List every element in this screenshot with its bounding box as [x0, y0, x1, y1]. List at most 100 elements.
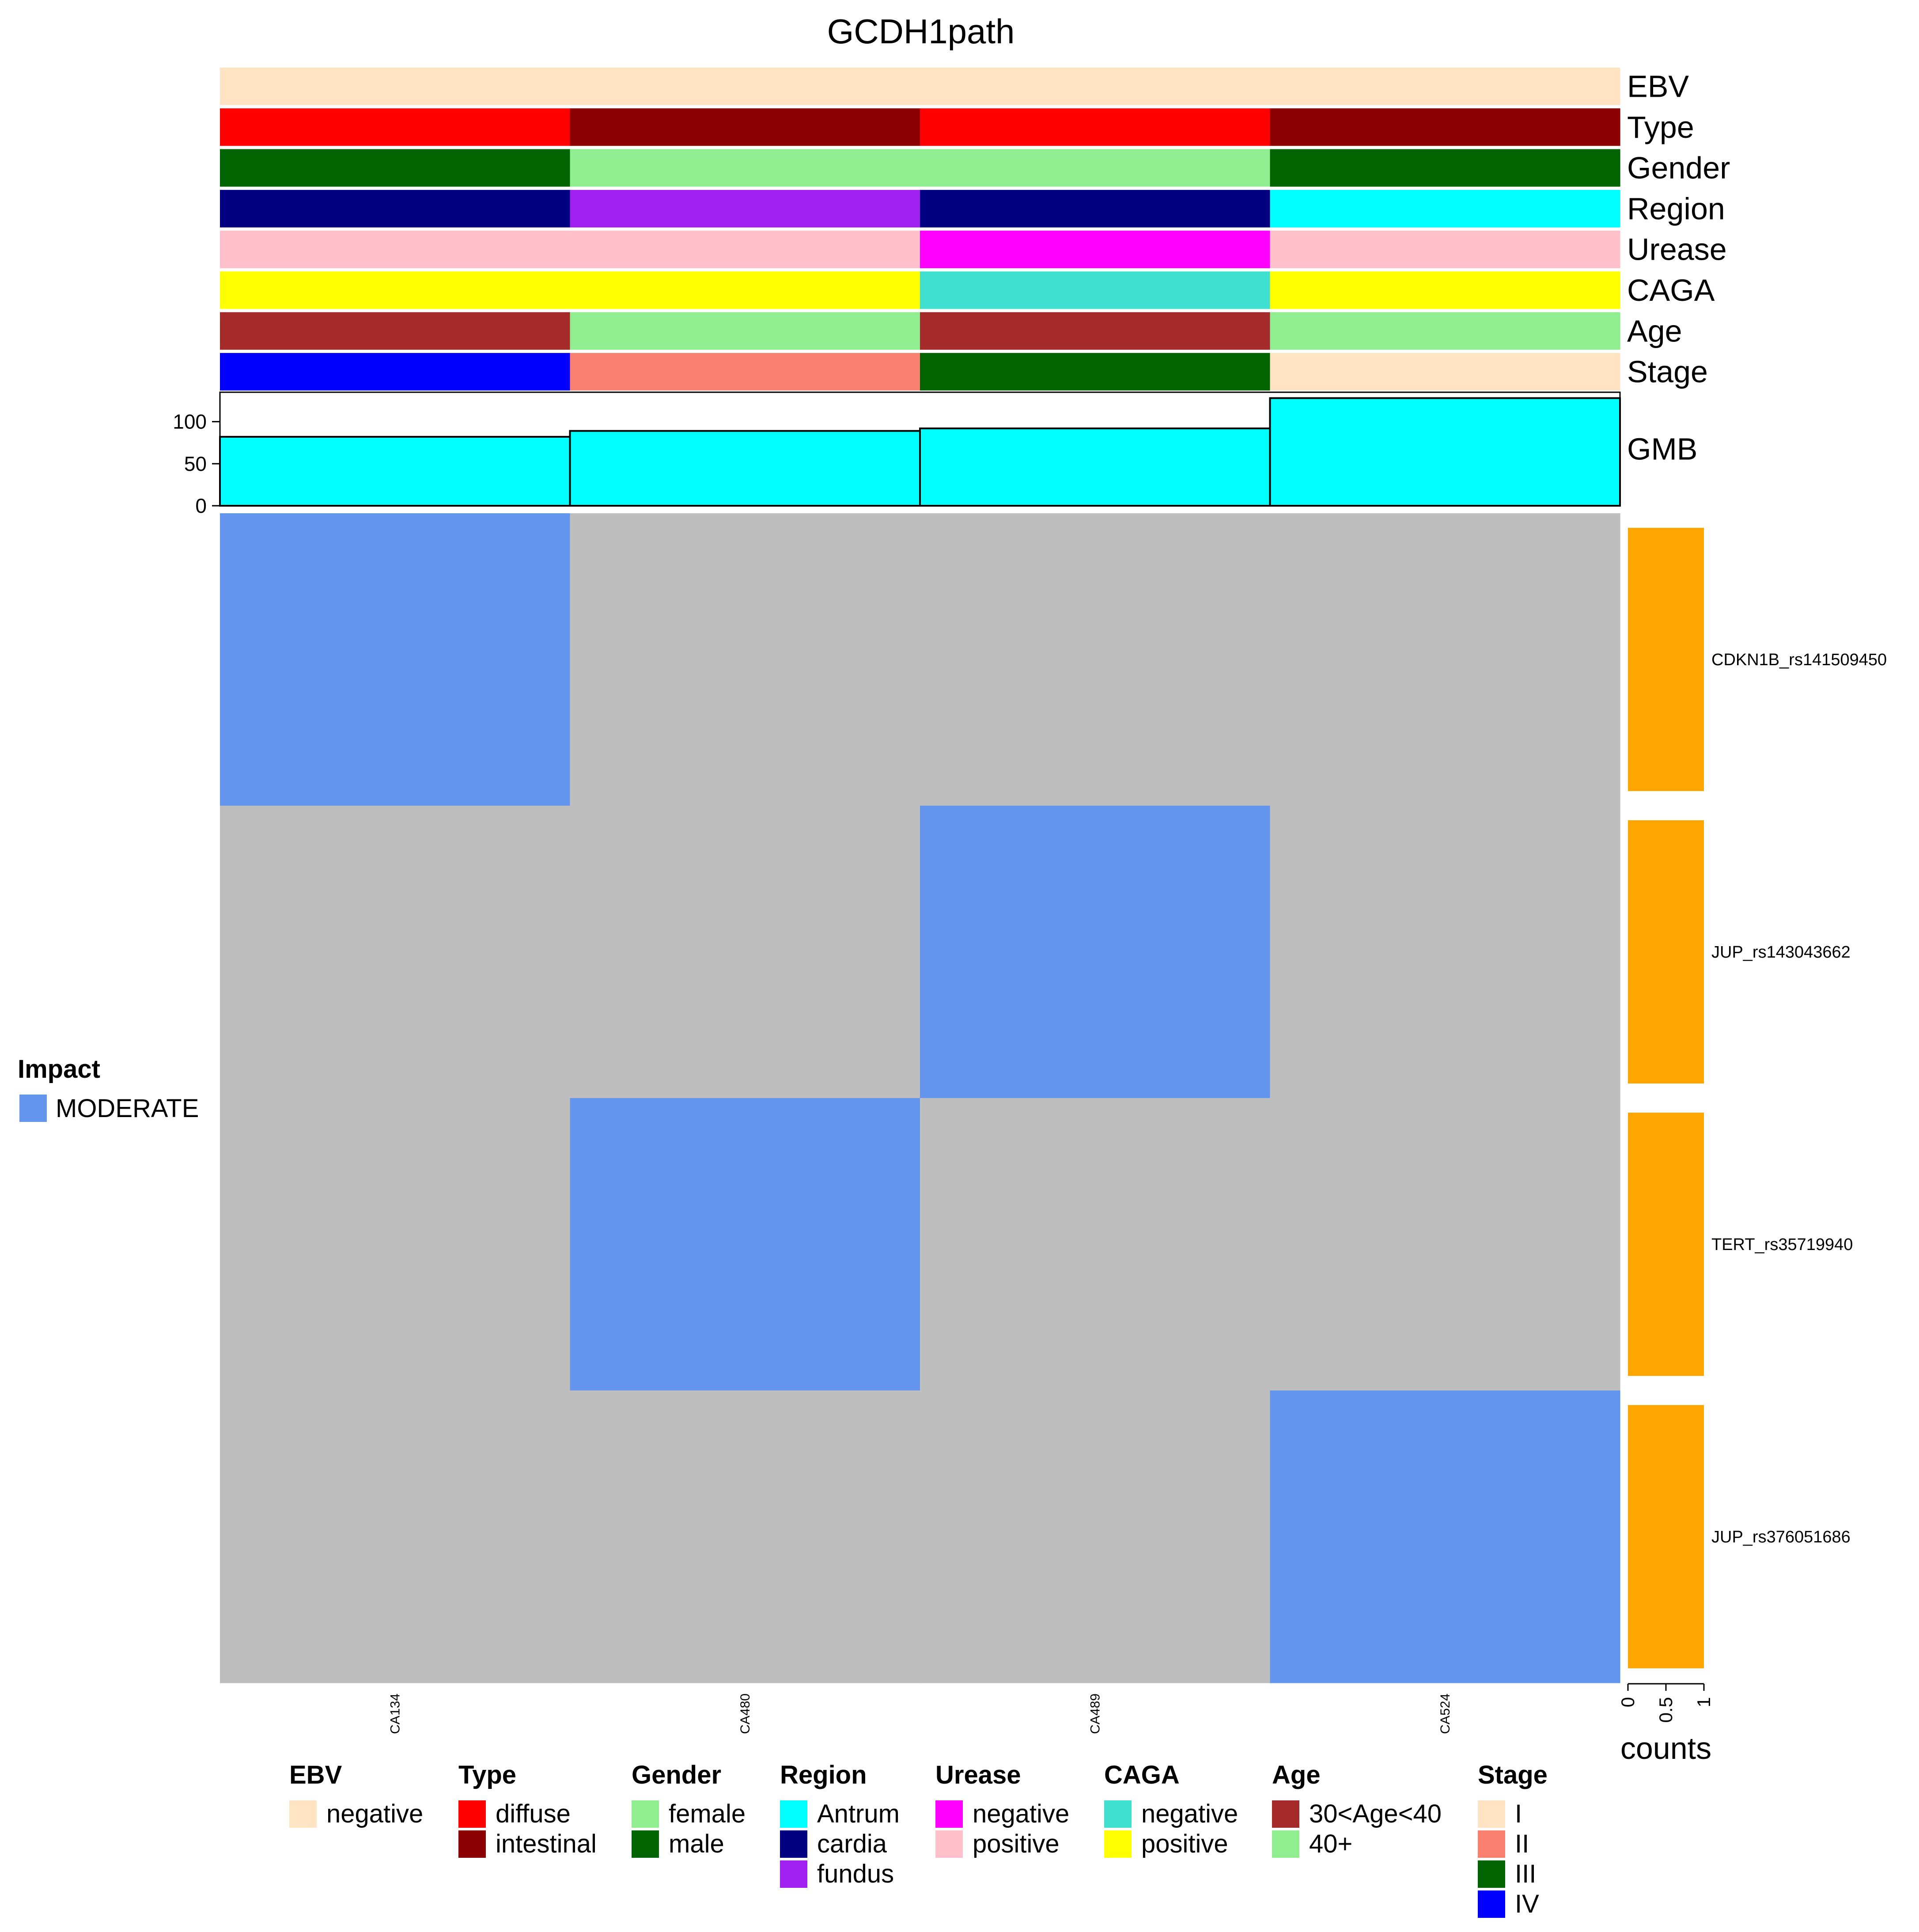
empty-cell-jup-rs143043662-ca480: [570, 806, 920, 1099]
sample-labels: CA134 CA480 CA489 CA524: [388, 1693, 1453, 1734]
impact-legend: Impact MODERATE: [18, 1055, 199, 1123]
anno-cell-age-ca134: [220, 312, 571, 350]
gmb-tick-label-50: 50: [184, 452, 207, 475]
empty-cell-tert-rs35719940-ca134: [220, 1098, 571, 1391]
sample-label-ca480: CA480: [738, 1693, 753, 1734]
legend-title-stage: Stage: [1478, 1761, 1548, 1789]
empty-cell-jup-rs143043662-ca524: [1270, 806, 1620, 1099]
legend-item-region-fundus: fundus: [817, 1860, 894, 1888]
anno-cell-gender-ca134: [220, 149, 571, 187]
legend-swatch-region-fundus: [780, 1860, 807, 1888]
legend-title-gender: Gender: [632, 1761, 721, 1789]
track-label-ebv: EBV: [1627, 69, 1689, 104]
counts-tick-label-1: 1: [1693, 1697, 1714, 1707]
legend-item-region-antrum: Antrum: [817, 1799, 900, 1828]
anno-cell-region-ca480: [570, 189, 920, 227]
mutation-cell-jup-rs376051686-ca524: [1270, 1390, 1620, 1683]
anno-cell-stage-ca480: [570, 353, 920, 391]
anno-cell-gender-ca489: [920, 149, 1271, 187]
track-label-stage: Stage: [1627, 355, 1708, 389]
impact-legend-title: Impact: [18, 1055, 100, 1083]
legend-item-gender-male: male: [669, 1830, 724, 1858]
count-bar-jup-rs376051686: [1628, 1405, 1704, 1668]
empty-cell-tert-rs35719940-ca524: [1270, 1098, 1620, 1391]
legend-item-age-30-age-40: 30<Age<40: [1309, 1799, 1442, 1828]
gmb-tick-label-100: 100: [173, 410, 207, 433]
anno-cell-age-ca480: [570, 312, 920, 350]
anno-cell-region-ca489: [920, 189, 1271, 227]
legend-title-age: Age: [1272, 1761, 1321, 1789]
legend-swatch-gender-male: [632, 1830, 659, 1858]
legend-swatch-stage-iii: [1478, 1860, 1505, 1888]
legend-swatch-region-cardia: [780, 1830, 807, 1858]
empty-cell-cdkn1b-rs141509450-ca489: [920, 513, 1271, 806]
empty-cell-jup-rs143043662-ca134: [220, 806, 571, 1099]
gmb-bar-ca480: [569, 430, 921, 507]
legend-swatch-caga-positive: [1104, 1830, 1132, 1858]
empty-cell-cdkn1b-rs141509450-ca524: [1270, 513, 1620, 806]
count-bar-tert-rs35719940: [1628, 1113, 1704, 1376]
legend-title-urease: Urease: [935, 1761, 1021, 1789]
track-label-age: Age: [1627, 314, 1682, 348]
legend-swatch-urease-positive: [935, 1830, 963, 1858]
legend-title-ebv: EBV: [289, 1761, 342, 1789]
anno-cell-ebv-ca480: [570, 68, 920, 105]
legend-item-caga-positive: positive: [1141, 1830, 1228, 1858]
legend-item-stage-i: I: [1515, 1799, 1522, 1828]
track-label-type: Type: [1627, 110, 1694, 144]
mutation-cell-cdkn1b-rs141509450-ca134: [220, 513, 571, 806]
legend-item-type-intestinal: intestinal: [496, 1830, 597, 1858]
anno-cell-age-ca489: [920, 312, 1271, 350]
track-label-gender: Gender: [1627, 151, 1730, 185]
counts-axis-label: counts: [1620, 1731, 1711, 1765]
anno-cell-ebv-ca134: [220, 68, 571, 105]
anno-cell-caga-ca480: [570, 271, 920, 309]
legend-item-stage-iv: IV: [1515, 1890, 1539, 1918]
legend-swatch-urease-negative: [935, 1800, 963, 1828]
counts-tick-label-0: 0: [1617, 1697, 1638, 1707]
anno-cell-type-ca134: [220, 108, 571, 146]
legend-title-caga: CAGA: [1104, 1761, 1180, 1789]
legend-item-gender-female: female: [669, 1799, 746, 1828]
anno-cell-caga-ca524: [1270, 271, 1620, 309]
legend-item-stage-ii: II: [1515, 1830, 1529, 1858]
track-label-urease: Urease: [1627, 232, 1727, 267]
legend-item-caga-negative: negative: [1141, 1799, 1238, 1828]
anno-cell-type-ca480: [570, 108, 920, 146]
legend-item-urease-positive: positive: [973, 1830, 1060, 1858]
track-label-region: Region: [1627, 191, 1725, 226]
legend-item-ebv-negative: negative: [326, 1799, 423, 1828]
count-bar-jup-rs143043662: [1628, 820, 1704, 1083]
gmb-bar-ca489: [919, 427, 1271, 507]
legend-item-type-diffuse: diffuse: [496, 1799, 571, 1828]
legend-title-region: Region: [780, 1761, 867, 1789]
anno-cell-ebv-ca489: [920, 68, 1271, 105]
anno-cell-ebv-ca524: [1270, 68, 1620, 105]
legend-swatch-region-antrum: [780, 1800, 807, 1828]
gene-label-jup-rs376051686: JUP_rs376051686: [1711, 1528, 1851, 1546]
gene-label-tert-rs35719940: TERT_rs35719940: [1711, 1235, 1853, 1254]
empty-cell-jup-rs376051686-ca489: [920, 1390, 1271, 1683]
mutation-heatmap: [220, 513, 1620, 1683]
counts-barplot: CDKN1B_rs141509450 JUP_rs143043662 TERT_rs…: [1617, 528, 1887, 1765]
legend-item-urease-negative: negative: [973, 1799, 1069, 1828]
gmb-bar-ca524: [1269, 397, 1621, 507]
legend-swatch-caga-negative: [1104, 1800, 1132, 1828]
gmb-label: GMB: [1627, 432, 1697, 466]
legend-swatch-age-40: [1272, 1830, 1299, 1858]
empty-cell-cdkn1b-rs141509450-ca480: [570, 513, 920, 806]
anno-cell-urease-ca489: [920, 231, 1271, 269]
legend-item-stage-iii: III: [1515, 1860, 1536, 1888]
legend-swatch-stage-i: [1478, 1800, 1505, 1828]
track-label-caga: CAGA: [1627, 273, 1715, 307]
legend-swatch-stage-iv: [1478, 1890, 1505, 1918]
counts-tick-label-0-5: 0.5: [1655, 1697, 1676, 1723]
anno-cell-stage-ca134: [220, 353, 571, 391]
legend-swatch-age-30-age-40: [1272, 1800, 1299, 1828]
anno-cell-gender-ca480: [570, 149, 920, 187]
legend-swatch-stage-ii: [1478, 1830, 1505, 1858]
empty-cell-jup-rs376051686-ca134: [220, 1390, 571, 1683]
gmb-barplot: 0 50 100 GMB: [173, 391, 1697, 517]
mutation-cell-jup-rs143043662-ca489: [920, 806, 1271, 1099]
